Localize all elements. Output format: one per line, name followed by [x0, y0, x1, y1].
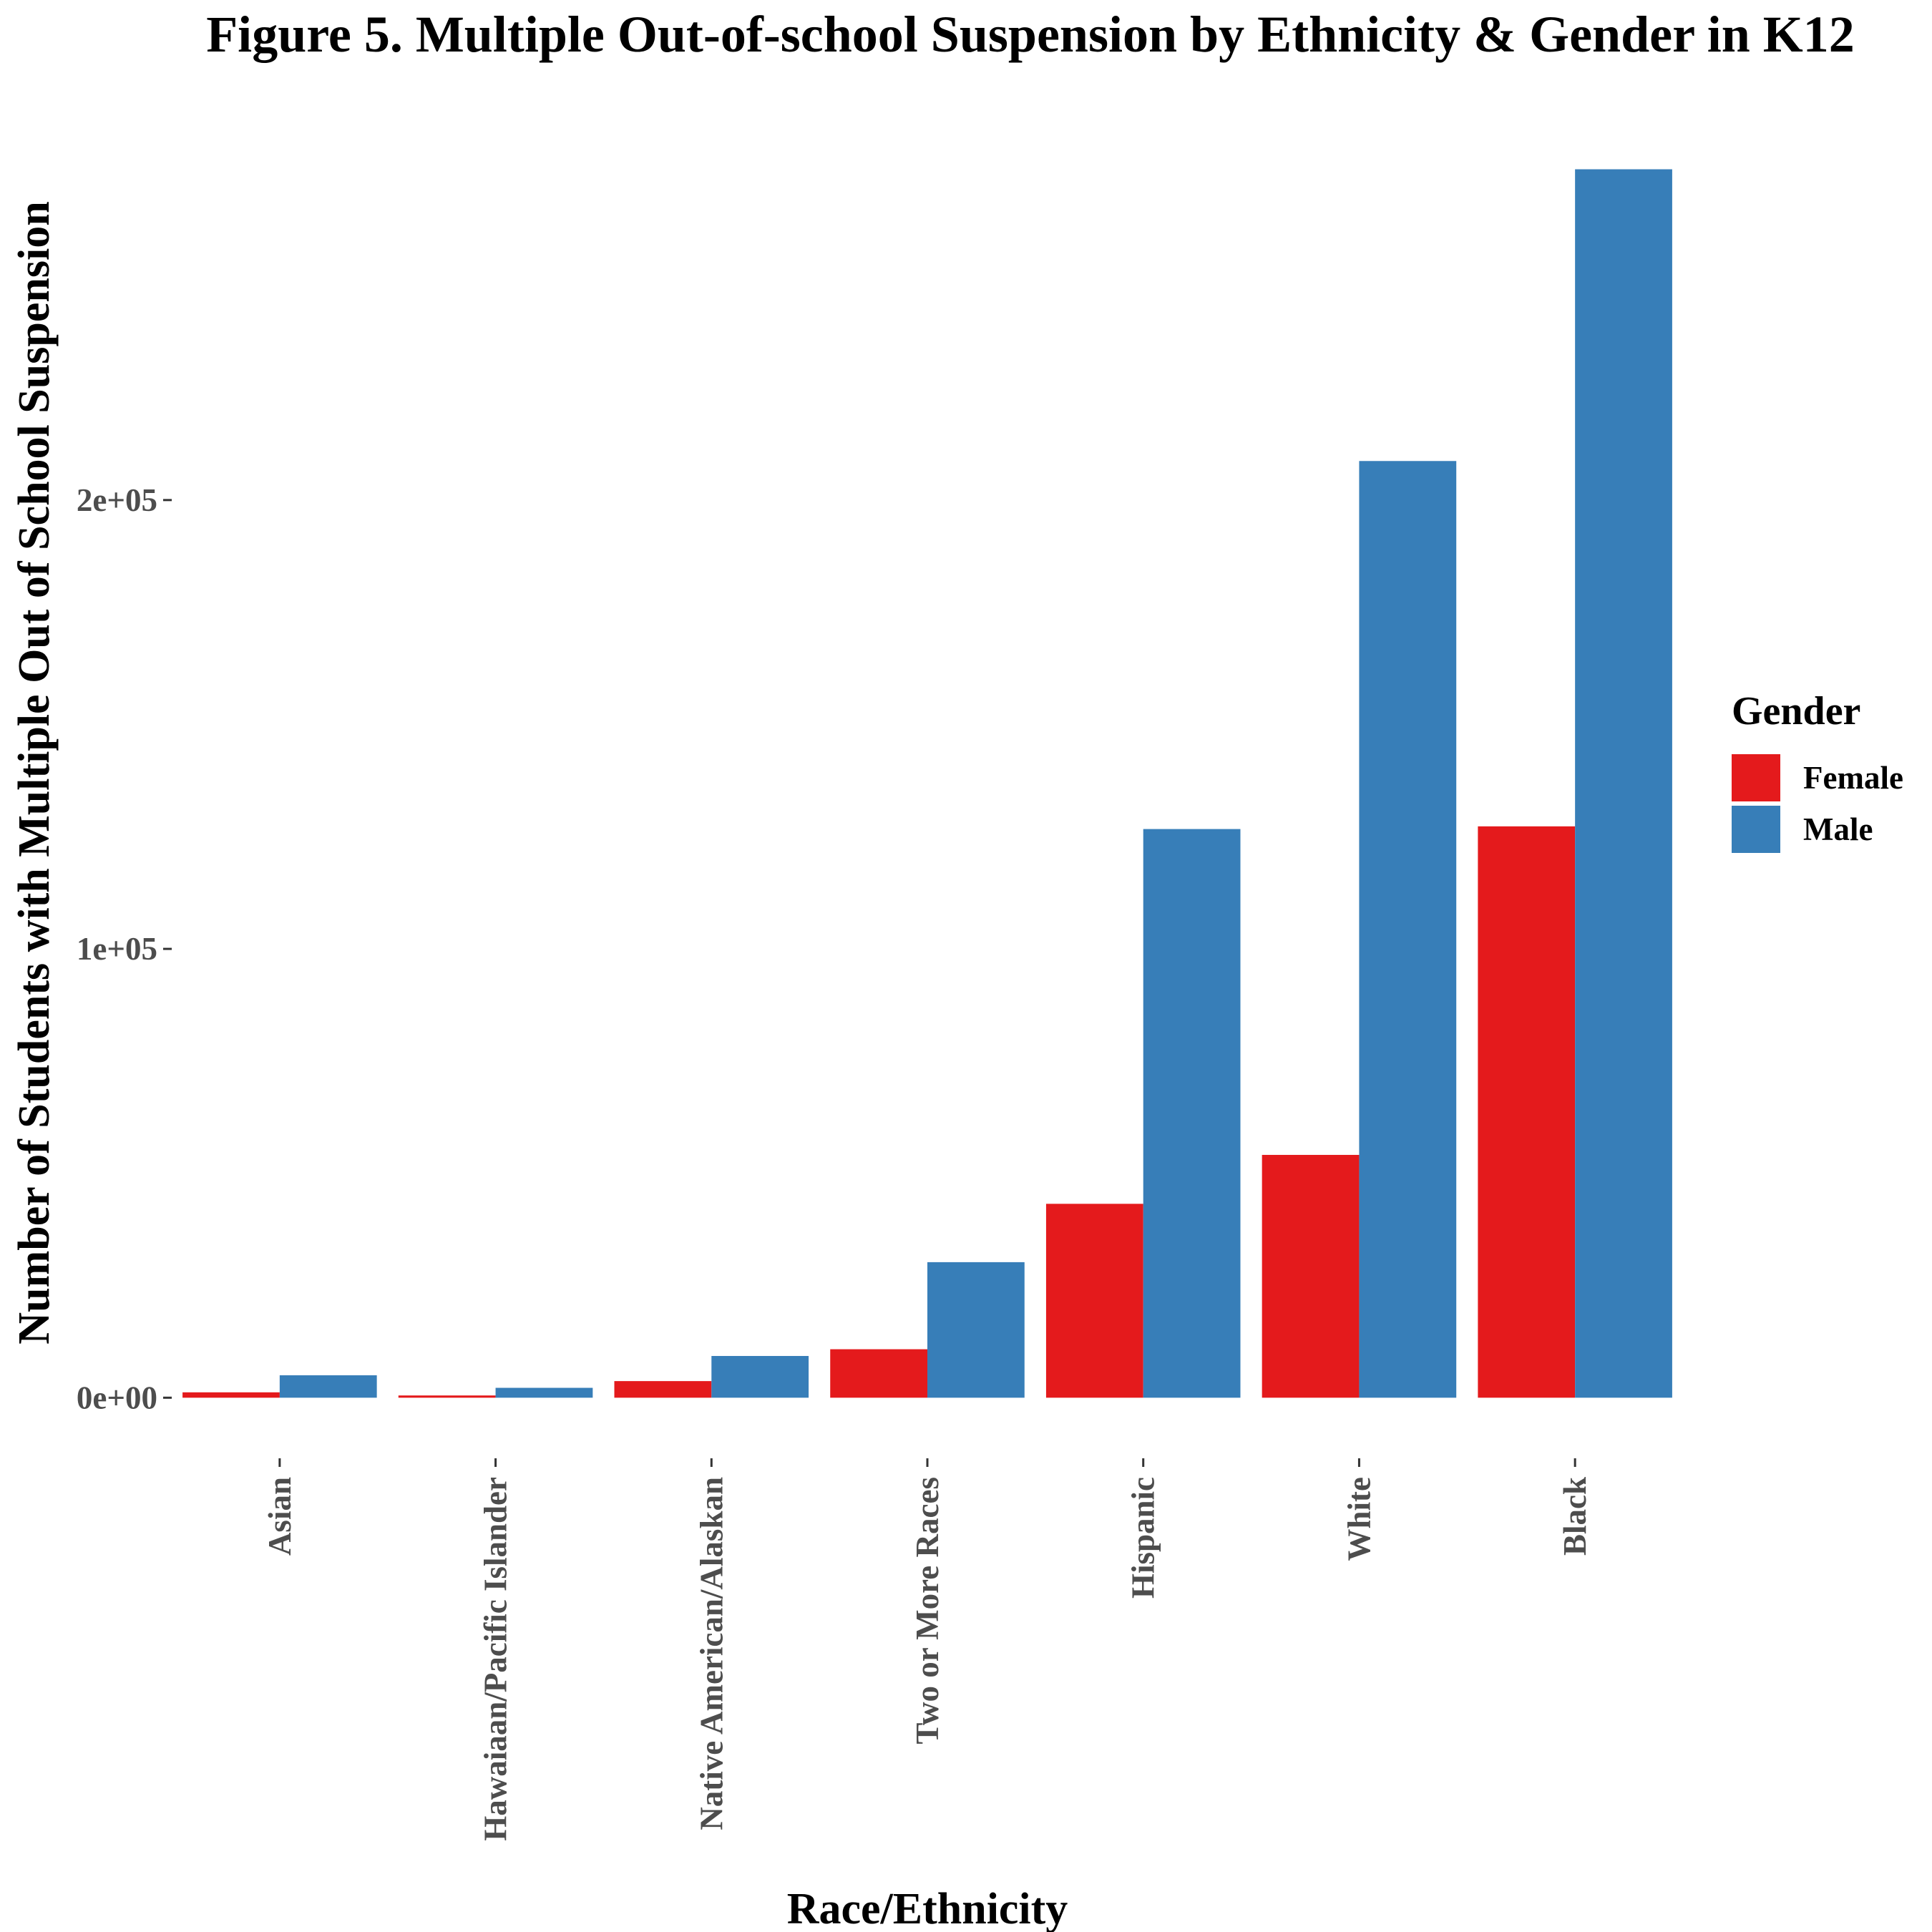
y-tick-label: 0e+00: [77, 1380, 157, 1415]
x-tick-label: Asian: [262, 1477, 298, 1556]
legend: Gender Female Male: [1732, 689, 1903, 853]
y-tick-label: 1e+05: [77, 931, 157, 967]
bar-female-white: [1262, 1154, 1360, 1398]
legend-label-male: Male: [1803, 811, 1873, 847]
bar-male-hawaiaan-pacific-islander: [495, 1387, 593, 1398]
y-tick-label: 2e+05: [77, 482, 157, 518]
bar-male-white: [1359, 461, 1457, 1398]
plot-area: [182, 169, 1672, 1398]
bar-female-hispanic: [1045, 1204, 1143, 1398]
bar-male-two-or-more-races: [927, 1262, 1025, 1398]
legend-title: Gender: [1732, 689, 1860, 733]
legend-key-male: [1732, 806, 1780, 853]
bar-female-two-or-more-races: [830, 1349, 927, 1398]
bar-female-asian: [182, 1392, 280, 1398]
bar-female-native-american-alaskan: [614, 1381, 712, 1398]
bar-female-hawaiaan-pacific-islander: [398, 1395, 496, 1398]
x-tick-label: Two or More Races: [909, 1477, 945, 1745]
x-tick-label: White: [1341, 1477, 1377, 1561]
x-axis-title: Race/Ethnicity: [787, 1885, 1068, 1932]
y-axis-title: Number of Students with Multiple Out of …: [10, 201, 59, 1344]
x-axis: Asian Hawaiaan/Pacific Islander Native Ame…: [262, 1458, 1593, 1841]
bar-male-black: [1575, 169, 1672, 1398]
bar-male-asian: [279, 1375, 377, 1398]
legend-key-female: [1732, 754, 1780, 801]
x-tick-label: Native American/Alaskan: [693, 1477, 729, 1830]
y-axis: 0e+00 1e+05 2e+05: [77, 482, 172, 1415]
x-tick-label: Hispanic: [1126, 1477, 1161, 1599]
bar-male-native-american-alaskan: [711, 1355, 809, 1398]
bar-male-hispanic: [1143, 829, 1241, 1398]
legend-label-female: Female: [1803, 760, 1903, 796]
chart-title: Figure 5. Multiple Out-of-school Suspens…: [206, 6, 1855, 63]
x-tick-label: Hawaiaan/Pacific Islander: [478, 1477, 514, 1841]
bar-female-black: [1478, 826, 1576, 1398]
x-tick-label: Black: [1557, 1477, 1593, 1556]
